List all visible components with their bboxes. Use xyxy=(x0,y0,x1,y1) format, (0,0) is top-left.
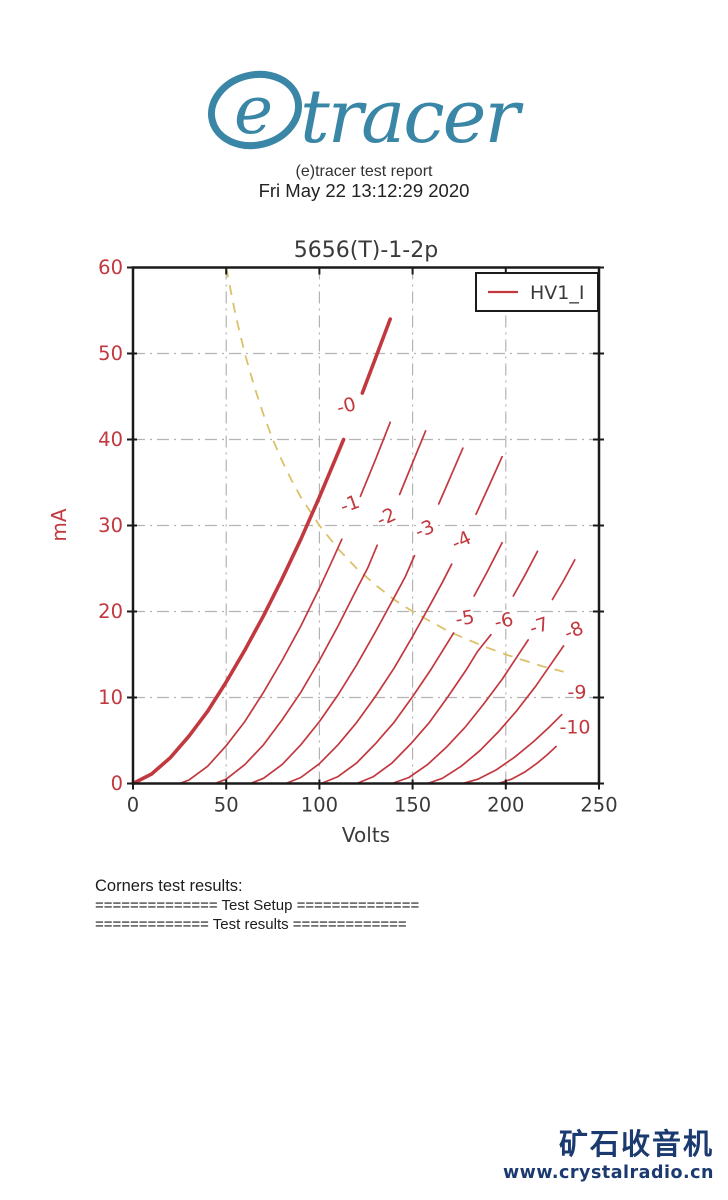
curve-label--3: -3 xyxy=(412,516,438,543)
curve-label--4: -4 xyxy=(448,527,474,555)
curve--10 xyxy=(132,745,557,785)
x-tick-label: 250 xyxy=(580,794,617,817)
curve-label--1: -1 xyxy=(337,491,362,518)
chart-canvas: -0 -1 -2 -3 -4 -5 -6 -7 -8 -9 -10 0 50 100 150 200 250 0 1… xyxy=(47,238,618,847)
curve--1 xyxy=(359,421,392,498)
legend-label: HV1_I xyxy=(530,282,584,304)
curve-label--5: -5 xyxy=(454,606,476,631)
curve--1 xyxy=(132,538,343,785)
report-title: (e)tracer test report xyxy=(295,163,433,180)
report-timestamp: Fri May 22 13:12:29 2020 xyxy=(258,180,470,201)
power-limit-curve xyxy=(225,267,564,673)
curve--2 xyxy=(132,544,379,785)
curve-label--0: -0 xyxy=(334,393,358,419)
curve-label--9: -9 xyxy=(568,681,587,703)
results-heading: Corners test results: xyxy=(95,877,243,895)
x-tick-label: 0 xyxy=(127,794,139,817)
curve--7 xyxy=(551,559,576,601)
curve--4 xyxy=(475,455,503,516)
curve--6 xyxy=(512,550,539,597)
curve--2 xyxy=(398,430,427,496)
curve-label--7: -7 xyxy=(527,613,552,640)
legend-box xyxy=(475,272,599,312)
y-tick-label: 60 xyxy=(98,256,123,279)
curve--4 xyxy=(132,563,453,785)
curve--7 xyxy=(132,639,530,785)
x-tick-label: 150 xyxy=(394,794,431,817)
etracer-logo: e tracer xyxy=(203,60,533,164)
curve-label--6: -6 xyxy=(492,608,515,633)
curve--0 xyxy=(131,437,346,786)
crystalradio-watermark: 矿石收音机 www.crystalradio.cn xyxy=(503,1126,714,1184)
x-tick-label: 200 xyxy=(487,794,524,817)
y-tick-label: 0 xyxy=(111,772,123,795)
curve--5 xyxy=(473,541,503,597)
y-tick-label: 20 xyxy=(98,600,123,623)
y-tick-label: 10 xyxy=(98,686,123,709)
watermark-title: 矿石收音机 xyxy=(558,1127,714,1161)
logo-mark-letter: e xyxy=(234,72,273,149)
curve--0 xyxy=(360,317,393,395)
x-axis-label: Volts xyxy=(342,823,390,847)
etracer-logo-graphic: e tracer xyxy=(207,70,526,160)
test-results-divider: ============= Test results ============= xyxy=(95,916,407,933)
curve--3 xyxy=(132,554,416,785)
logo-name-text: tracer xyxy=(300,74,524,160)
curve-label--2: -2 xyxy=(373,503,399,531)
curve--3 xyxy=(437,447,464,505)
curve-label--10: -10 xyxy=(559,717,590,739)
chart-title: 5656(T)-1-2p xyxy=(294,238,438,263)
logo-ring-icon xyxy=(207,70,303,150)
curve--8 xyxy=(132,645,565,785)
tube-curve-chart: -0 -1 -2 -3 -4 -5 -6 -7 -8 -9 -10 0 50 100 150 200 250 0 1… xyxy=(40,235,640,875)
x-tick-label: 50 xyxy=(214,794,239,817)
test-setup-divider: ============== Test Setup ============== xyxy=(95,897,420,914)
y-axis-label: mA xyxy=(47,508,71,541)
curve-label--8: -8 xyxy=(561,617,587,644)
y-tick-label: 50 xyxy=(98,342,123,365)
y-tick-label: 30 xyxy=(98,514,123,537)
curve--5 xyxy=(132,632,455,785)
watermark-url: www.crystalradio.cn xyxy=(503,1163,714,1183)
x-tick-label: 100 xyxy=(301,794,338,817)
curve--6 xyxy=(132,633,492,785)
corners-test-results: Corners test results: ============== Tes… xyxy=(95,877,419,934)
y-tick-label: 40 xyxy=(98,428,123,451)
